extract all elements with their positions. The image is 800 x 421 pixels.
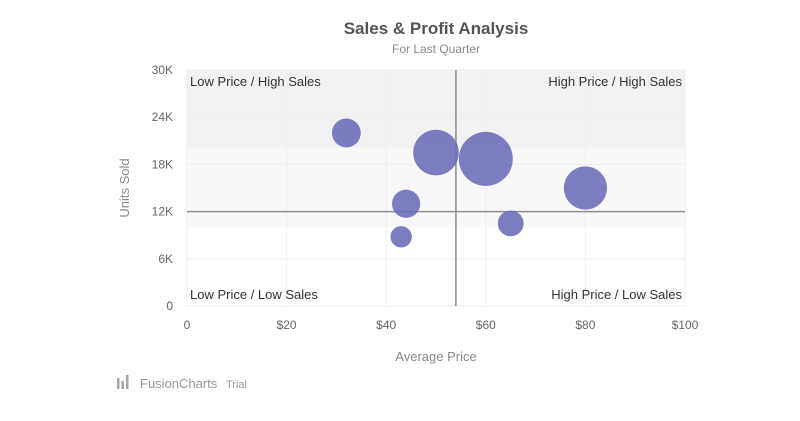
- y-axis-ticks: 0 6K 12K 18K 24K 30K: [152, 63, 174, 313]
- branding-name: FusionCharts: [140, 376, 218, 391]
- x-tick-label: $80: [575, 318, 595, 332]
- quadrant-label-bottom-left: Low Price / Low Sales: [190, 287, 318, 302]
- quadrant-label-top-right: High Price / High Sales: [548, 74, 682, 89]
- bubble[interactable]: [392, 189, 421, 218]
- bubble[interactable]: [331, 118, 361, 148]
- x-axis-title: Average Price: [395, 349, 476, 364]
- y-tick-label: 30K: [152, 63, 173, 77]
- bubble[interactable]: [413, 129, 459, 176]
- y-tick-label: 0: [166, 299, 173, 313]
- y-tick-label: 18K: [152, 157, 173, 171]
- fusioncharts-logo-icon: [117, 375, 129, 389]
- branding-suffix: Trial: [226, 379, 247, 391]
- y-axis-title: Units Sold: [117, 158, 132, 217]
- chart-title: Sales & Profit Analysis: [344, 19, 529, 38]
- quadrant-label-bottom-right: High Price / Low Sales: [551, 287, 682, 302]
- bubble[interactable]: [458, 131, 513, 186]
- branding[interactable]: FusionCharts Trial: [117, 375, 247, 391]
- chart-subtitle: For Last Quarter: [392, 42, 480, 56]
- bubble[interactable]: [497, 210, 524, 237]
- x-tick-label: 0: [184, 318, 191, 332]
- grid-lines: [186, 69, 686, 307]
- y-tick-label: 24K: [152, 110, 173, 124]
- y-tick-label: 6K: [158, 252, 173, 266]
- bubble-series: [331, 118, 608, 248]
- x-tick-label: $40: [376, 318, 396, 332]
- x-axis-ticks: 0 $20 $40 $60 $80 $100: [184, 318, 699, 332]
- x-tick-label: $60: [476, 318, 496, 332]
- bubble[interactable]: [563, 166, 608, 210]
- bubble[interactable]: [390, 226, 412, 248]
- x-tick-label: $100: [672, 318, 699, 332]
- x-tick-label: $20: [277, 318, 297, 332]
- quadrant-label-top-left: Low Price / High Sales: [190, 74, 321, 89]
- trendlines: [187, 70, 685, 306]
- y-tick-label: 12K: [152, 205, 173, 219]
